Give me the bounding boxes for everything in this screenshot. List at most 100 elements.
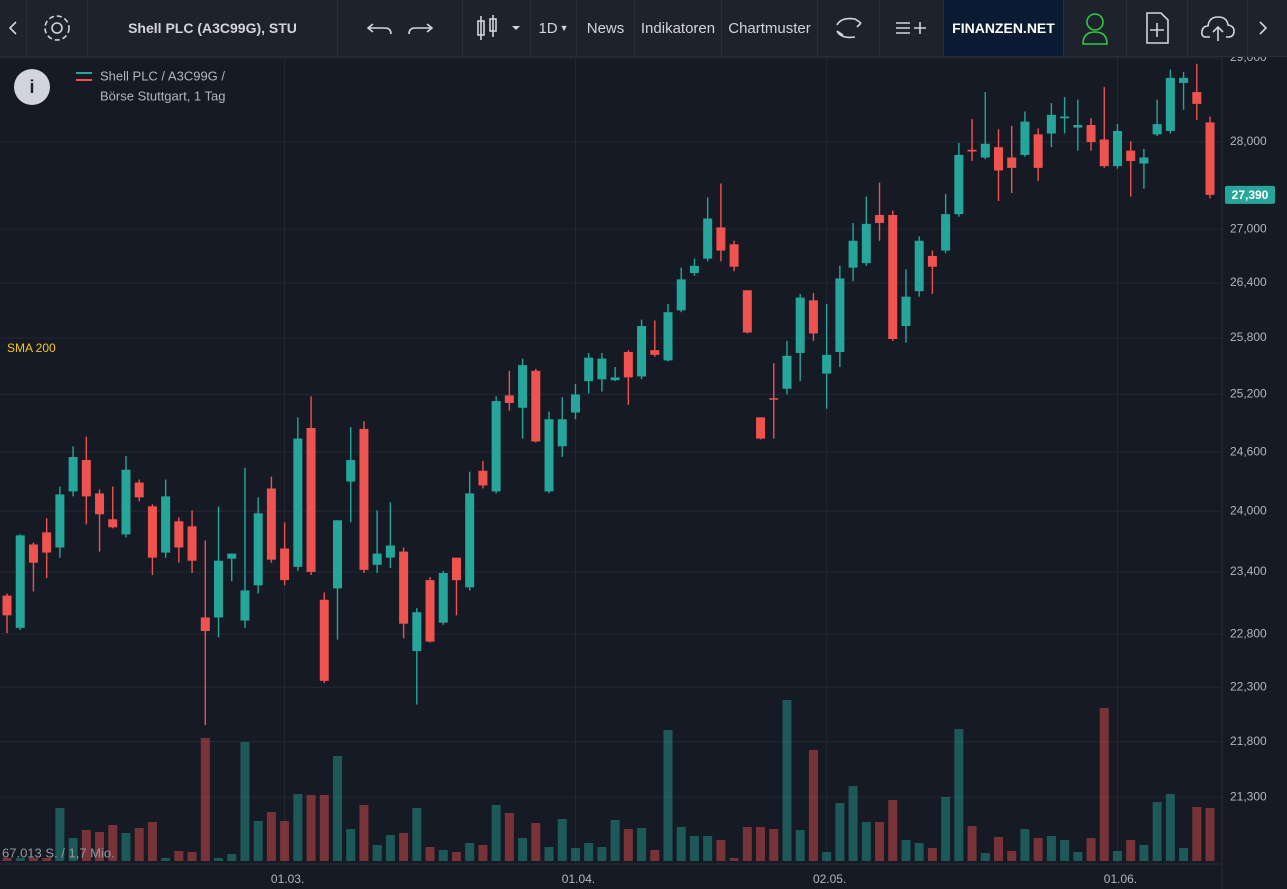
volume-bar (108, 825, 118, 861)
volume-bar (1033, 838, 1043, 861)
interval-button[interactable]: 1D ▼ (531, 0, 577, 56)
candle-body (822, 354, 832, 374)
candle-body (1126, 150, 1136, 161)
volume-bar (597, 847, 607, 861)
volume-bar (1060, 840, 1070, 861)
volume-layer (2, 700, 1215, 861)
icon (44, 15, 70, 41)
volume-bar (689, 836, 699, 861)
scroll-left[interactable] (0, 0, 27, 56)
candle-body (346, 459, 356, 482)
candle-body (147, 506, 157, 558)
add-indicator-button[interactable] (880, 0, 944, 56)
volume-bar (451, 852, 461, 861)
candle-body (756, 417, 766, 439)
undo-redo[interactable] (338, 0, 463, 56)
info-icon[interactable] (14, 69, 50, 105)
icon (835, 17, 862, 39)
volume-bar (1046, 836, 1056, 861)
volume-bar (438, 850, 448, 861)
info-icon-glyph: i (29, 77, 34, 97)
candle-body (1099, 139, 1109, 167)
candle-body (927, 255, 937, 267)
indicators-button[interactable]: Indikatoren (635, 0, 722, 56)
candle-body (782, 355, 792, 389)
volume-bar (306, 795, 316, 861)
symbol-title[interactable]: Shell PLC (A3C99G), STU (88, 0, 338, 56)
patterns-button[interactable]: Chartmuster (722, 0, 818, 56)
compare-button[interactable] (818, 0, 880, 56)
candle-body (108, 519, 118, 528)
brand[interactable]: FINANZEN.NET (944, 0, 1064, 56)
volume-bar (1126, 840, 1136, 861)
y-tick-label: 28,000 (1230, 134, 1267, 148)
scroll-right[interactable] (1248, 0, 1277, 56)
volume-bar (1205, 808, 1215, 861)
candle-body (703, 218, 713, 259)
volume-bar (676, 827, 686, 861)
candle-body (399, 551, 409, 624)
volume-bar (756, 827, 766, 861)
volume-bar (1007, 851, 1017, 861)
volume-bar (1020, 829, 1030, 861)
volume-bar (914, 843, 924, 861)
candle-body (557, 419, 567, 447)
volume-bar (240, 742, 250, 861)
volume-bar (2, 858, 12, 861)
candle-body (1139, 157, 1149, 164)
upload-button[interactable] (1188, 0, 1248, 56)
candle-body (742, 290, 752, 333)
volume-bar (412, 808, 422, 861)
candle-body (214, 560, 224, 618)
legend-line: Börse Stuttgart, 1 Tag (100, 88, 226, 103)
volume-bar (610, 820, 620, 861)
candle-body (15, 535, 25, 628)
volume-bar (478, 845, 488, 861)
volume-bar (1165, 794, 1175, 861)
y-tick-label: 26,400 (1230, 275, 1267, 289)
axis-layer: 29,00028,00027,00026,40025,80025,20024,6… (271, 50, 1275, 886)
candle-body (438, 572, 448, 623)
icon (8, 21, 17, 35)
new-button[interactable] (1127, 0, 1188, 56)
candle-body (240, 590, 250, 621)
interval: 1D (538, 19, 558, 37)
icon (1146, 12, 1169, 44)
candle-body (1046, 114, 1056, 134)
icon (476, 15, 520, 40)
candle-layer (2, 63, 1215, 726)
volume-bar (346, 829, 356, 861)
volume-bar (861, 822, 871, 861)
volume-bar (55, 808, 65, 861)
candle-body (980, 143, 990, 158)
account-button[interactable] (1064, 0, 1127, 56)
candle-body (2, 595, 12, 616)
candle-body (1060, 116, 1070, 119)
volume-bar (570, 848, 580, 861)
dropdown-caret: ▼ (559, 23, 569, 33)
candle-body (888, 215, 898, 339)
candle-body (491, 401, 501, 492)
settings-button[interactable] (27, 0, 88, 56)
candle-body (1033, 134, 1043, 168)
candle-body (266, 488, 276, 560)
candle-body (425, 580, 435, 642)
candle-body (451, 557, 461, 581)
candle-body (954, 154, 964, 215)
candle-body (1020, 121, 1030, 155)
candle-body (293, 438, 303, 567)
candle-body (650, 350, 660, 355)
volume-bar (584, 843, 594, 861)
candle-body (319, 599, 329, 681)
news-button[interactable]: News (577, 0, 635, 56)
volume-bar (980, 853, 990, 861)
candle-body (1192, 92, 1202, 104)
volume-bar (1112, 851, 1122, 861)
x-tick-label: 01.06. (1104, 872, 1137, 886)
volume-bar (650, 850, 660, 861)
chart-type-button[interactable] (463, 0, 531, 56)
candle-body (544, 419, 554, 492)
volume-bar (28, 858, 38, 861)
